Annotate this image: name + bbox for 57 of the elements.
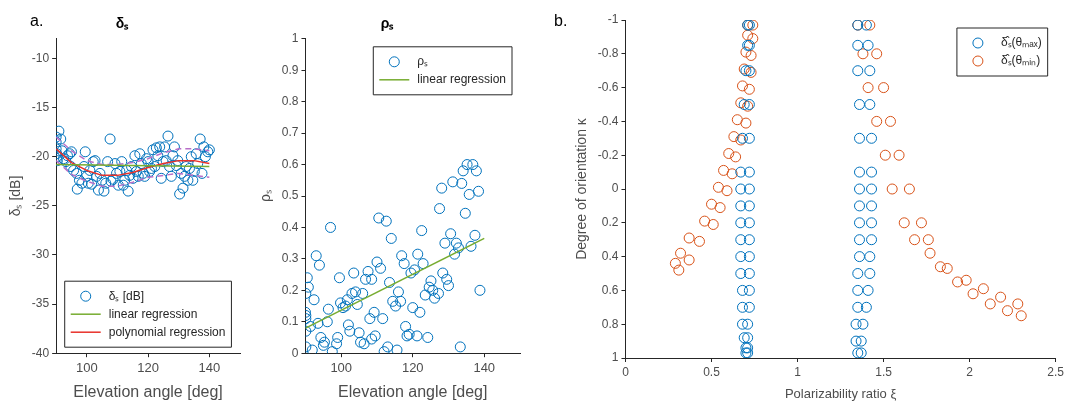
y-tick-label: -10	[31, 50, 50, 65]
y-tick-label: -20	[31, 149, 50, 164]
text: a.	[30, 12, 44, 30]
legend-label: linear regression	[108, 306, 198, 321]
x-tick-label: 120	[137, 359, 159, 375]
y-tick-label: -35	[31, 296, 50, 311]
y-tick-label: 0.6	[601, 282, 619, 297]
y-tick-label: 0.7	[281, 125, 299, 140]
y-tick-label: 0.5	[281, 188, 299, 203]
x-tick-label: 140	[473, 359, 496, 375]
legend-label: linear regression	[417, 72, 507, 87]
text: b.	[554, 12, 568, 30]
x-tick-label: 1	[794, 364, 802, 379]
x-axis-title: Polarizability ratio ξ	[784, 385, 897, 401]
chart-title: δₛ	[115, 15, 130, 32]
x-tick-label: 2	[966, 364, 974, 379]
y-tick-label: -0.8	[597, 46, 619, 61]
y-tick-label: 0.4	[601, 248, 619, 263]
x-axis-title: Elevation angle [deg]	[73, 382, 223, 400]
legend-label: ρₛ	[417, 54, 429, 69]
x-tick-label: 100	[75, 359, 98, 375]
x-tick-label: 2.5	[1047, 364, 1065, 379]
chart-title: ρₛ	[380, 15, 395, 32]
x-tick-label: 120	[401, 359, 424, 375]
y-tick-label: -25	[31, 198, 50, 213]
x-axis-title: Elevation angle [deg]	[338, 382, 488, 400]
legend-label: δₛ [dB]	[108, 288, 145, 303]
y-tick-label: -0.2	[597, 147, 619, 162]
y-tick-label: 0.8	[601, 316, 619, 331]
x-tick-label: 100	[330, 359, 353, 375]
y-axis-title: Degree of orientation κ	[573, 117, 590, 260]
y-tick-label: 0.1	[281, 314, 299, 329]
y-axis-title: δₛ [dB]	[7, 175, 24, 217]
legend-label: polynomial regression	[108, 324, 226, 339]
x-tick-label: 0.5	[703, 364, 721, 379]
y-tick-label: 0.6	[281, 156, 299, 171]
y-tick-label: 0.2	[281, 282, 299, 297]
x-tick-label: 140	[198, 359, 221, 375]
legend-label: δ̂ₛ(θₘₐₓ)	[1000, 35, 1042, 50]
y-tick-label: 1	[291, 31, 299, 46]
y-tick-label: -40	[31, 345, 50, 360]
legend-label: δ̂ₛ(θₘᵢₙ)	[1000, 53, 1041, 68]
y-tick-label: 0.4	[281, 219, 299, 234]
y-tick-label: -30	[31, 247, 50, 262]
y-tick-label: 0	[611, 181, 619, 196]
x-tick-label: 1.5	[875, 364, 893, 379]
y-tick-label: 0.8	[281, 93, 299, 108]
y-tick-label: -0.4	[597, 113, 619, 128]
y-tick-label: -15	[31, 99, 50, 114]
y-tick-label: -1	[607, 12, 619, 27]
y-tick-label: -0.6	[597, 79, 619, 94]
y-tick-label: 0.2	[601, 215, 619, 230]
y-tick-label: 0	[291, 345, 299, 360]
x-tick-label: 0	[622, 364, 630, 379]
y-tick-label: 0.3	[281, 251, 299, 266]
y-tick-label: 0.9	[281, 62, 299, 77]
y-axis-title: ρₛ	[257, 190, 274, 202]
